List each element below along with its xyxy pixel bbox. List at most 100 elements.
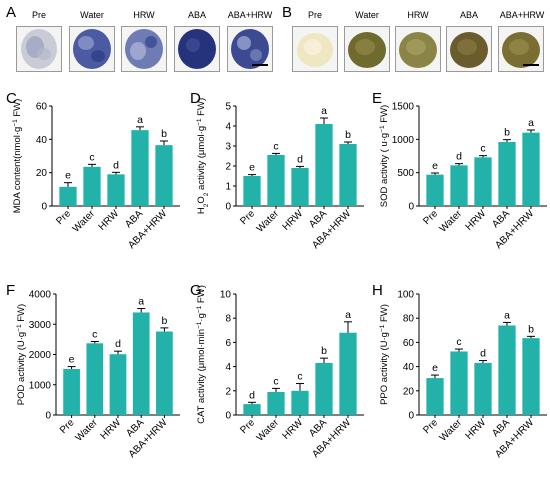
significance-letter: d: [480, 348, 486, 360]
photo-label-a-hrw: HRW: [133, 10, 155, 20]
significance-letter: a: [137, 114, 143, 126]
photo-label-b-aba-hrw: ABA+HRW: [499, 10, 545, 20]
panel-letter-a: A: [6, 4, 17, 21]
significance-letter: b: [504, 127, 510, 139]
significance-letter: e: [249, 162, 255, 174]
bar: [339, 332, 357, 415]
y-tick-label: 8: [225, 314, 231, 325]
significance-letter: a: [504, 309, 510, 321]
bar: [450, 351, 468, 415]
y-axis-label: PPO activity (U·g−1 FW): [379, 304, 391, 405]
y-tick-label: 0: [408, 202, 414, 213]
significance-letter: b: [345, 129, 351, 141]
y-axis-label: SOD activity ( u·g−1 FW): [379, 105, 391, 207]
bar: [107, 174, 125, 206]
seed-photo-b-aba: [446, 26, 492, 72]
significance-letter: b: [321, 345, 327, 357]
x-tick-label: HRW: [464, 417, 489, 442]
chart-c-mda: 0 20 40 60 MDA content(nmol·g−1 FW) e Pre c Wate…: [12, 99, 180, 251]
x-tick-label: Water: [71, 208, 98, 235]
bar: [243, 176, 261, 206]
photo-strip-a: Pre Water HRW ABA ABA+HRW: [16, 10, 274, 76]
significance-letter: b: [528, 323, 534, 335]
significance-letter: d: [113, 159, 119, 171]
photo-label-a-water: Water: [80, 10, 104, 20]
y-tick-label: 10: [220, 290, 232, 301]
x-tick-label: Pre: [421, 208, 440, 227]
bar: [315, 124, 333, 206]
y-tick-label: 3000: [29, 320, 52, 331]
y-tick-label: 40: [36, 135, 48, 146]
bar: [522, 338, 540, 415]
chart-g-cat: 0 2 4 6 8 10 CAT activity (μmol·min−1·g−1 FW) d…: [196, 285, 364, 460]
significance-letter: a: [321, 105, 327, 117]
scale-bar-a: [252, 64, 268, 66]
chart-h-ppo: 0 20 40 60 80 100 PPO activity (U·g−1 FW) e Pre c…: [379, 290, 547, 460]
y-tick-label: 0: [45, 411, 51, 422]
y-tick-label: 0: [41, 202, 47, 213]
y-tick-label: 0: [408, 411, 414, 422]
y-tick-label: 3: [225, 142, 231, 153]
photo-label-a-aba: ABA: [187, 10, 206, 20]
y-tick-label: 5: [225, 102, 231, 113]
panel-letter-e: E: [372, 90, 383, 107]
x-tick-label: Pre: [238, 208, 257, 227]
x-tick-label: Water: [438, 417, 465, 444]
significance-letter: b: [161, 128, 167, 140]
panel-letter-f: F: [6, 282, 16, 299]
photo-label-b-water: Water: [355, 10, 379, 20]
bar: [291, 168, 309, 206]
y-tick-label: 80: [403, 314, 415, 325]
photo-label-a-pre: Pre: [31, 10, 46, 20]
significance-letter: e: [65, 170, 71, 182]
y-tick-label: 2000: [29, 350, 52, 361]
x-tick-label: Pre: [58, 417, 77, 436]
bar: [474, 157, 492, 206]
bar: [498, 142, 516, 206]
x-tick-label: Pre: [54, 208, 73, 227]
significance-letter: c: [273, 140, 278, 152]
significance-letter: d: [456, 151, 462, 163]
y-tick-label: 0: [225, 411, 231, 422]
significance-letter: a: [345, 309, 351, 321]
y-tick-label: 4: [225, 122, 231, 133]
seed-photo-a-hrw: [121, 26, 167, 72]
seed-photo-a-aba-hrw: [227, 26, 273, 72]
significance-letter: c: [297, 371, 302, 383]
y-axis-label: H2O2 activity (μmol·g−1 FW): [196, 98, 210, 214]
significance-letter: c: [480, 143, 485, 155]
bar: [522, 132, 540, 206]
x-tick-label: Water: [255, 417, 282, 444]
y-axis-label: CAT activity (μmol·min−1·g−1 FW): [196, 285, 208, 424]
significance-letter: d: [249, 389, 255, 401]
bar: [498, 325, 516, 415]
significance-letter: c: [92, 328, 97, 340]
seed-photo-a-aba: [174, 26, 220, 72]
y-tick-label: 60: [403, 338, 415, 349]
bar: [315, 362, 333, 415]
y-tick-label: 500: [397, 168, 414, 179]
bar: [132, 312, 150, 415]
x-tick-label: Pre: [421, 417, 440, 436]
bar: [291, 390, 309, 415]
bar: [474, 362, 492, 415]
panel-letter-b: B: [282, 4, 293, 21]
y-tick-label: 20: [36, 168, 48, 179]
panel-letter-c: C: [6, 90, 17, 107]
significance-letter: c: [273, 375, 278, 387]
bar: [109, 354, 127, 415]
photo-label-a-aba-hrw: ABA+HRW: [227, 10, 273, 20]
significance-letter: c: [456, 336, 461, 348]
y-tick-label: 6: [225, 338, 231, 349]
photo-strip-b: Pre Water HRW ABA ABA+HRW: [292, 10, 550, 76]
significance-letter: a: [528, 117, 534, 129]
y-axis-label: POD activity (U·g−1 FW): [16, 304, 28, 405]
y-tick-label: 1500: [392, 102, 415, 113]
x-tick-label: HRW: [464, 208, 489, 233]
panel-letter-h: H: [372, 282, 383, 299]
x-tick-label: HRW: [97, 208, 122, 233]
bar: [339, 144, 357, 206]
seed-photo-b-hrw: [395, 26, 441, 72]
bar: [59, 186, 77, 206]
